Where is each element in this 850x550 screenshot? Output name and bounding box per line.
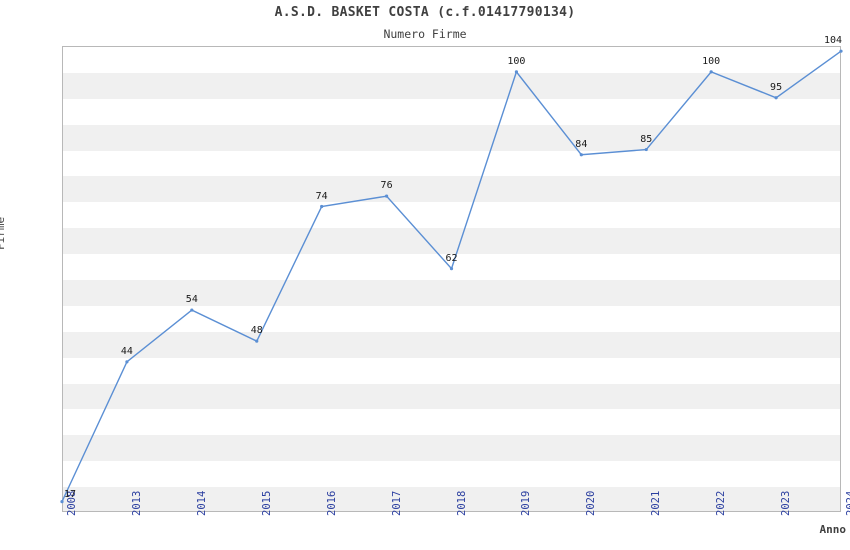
chart-subtitle: Numero Firme bbox=[383, 27, 467, 41]
data-point-label: 17 bbox=[63, 488, 77, 500]
grid-band bbox=[63, 228, 840, 255]
data-point-label: 100 bbox=[507, 55, 526, 67]
data-point-label: 62 bbox=[445, 252, 458, 264]
data-point-label: 48 bbox=[250, 325, 263, 337]
grid-band bbox=[63, 176, 840, 203]
x-axis-label: Anno bbox=[819, 523, 847, 536]
chart-title: A.S.D. BASKET COSTA (c.f.01417790134) bbox=[274, 5, 576, 20]
y-axis-label: Firme bbox=[0, 216, 7, 250]
x-tick-label: 2021 bbox=[650, 490, 663, 516]
plot-area bbox=[62, 46, 841, 512]
data-point-label: 95 bbox=[770, 81, 783, 93]
data-point-label: 84 bbox=[575, 138, 588, 150]
x-tick-label: 2014 bbox=[195, 490, 208, 516]
grid-band bbox=[63, 383, 840, 410]
data-point-label: 85 bbox=[640, 133, 653, 145]
grid-band bbox=[63, 280, 840, 306]
x-tick-label: 2022 bbox=[715, 490, 728, 516]
data-point-label: 100 bbox=[702, 55, 721, 67]
x-tick-label: 2019 bbox=[520, 490, 533, 516]
grid-band bbox=[63, 331, 840, 358]
x-tick-label: 2020 bbox=[585, 490, 598, 516]
grid-band bbox=[63, 435, 840, 462]
x-tick-label: 2013 bbox=[130, 490, 143, 516]
x-tick-label: 2016 bbox=[325, 490, 338, 516]
data-point-label: 54 bbox=[185, 294, 198, 306]
grid-band bbox=[63, 72, 840, 99]
data-point-label: 44 bbox=[120, 345, 133, 357]
x-tick-label: 2024 bbox=[845, 490, 850, 516]
x-tick-label: 2023 bbox=[780, 490, 793, 516]
data-point-label: 76 bbox=[380, 180, 393, 192]
data-point-label: 104 bbox=[823, 35, 843, 47]
x-tick-label: 2015 bbox=[260, 490, 273, 516]
x-tick-label: 2017 bbox=[390, 490, 403, 516]
x-tick-label: 2018 bbox=[455, 490, 468, 516]
grid-band bbox=[63, 124, 840, 151]
data-point-label: 74 bbox=[315, 190, 328, 202]
